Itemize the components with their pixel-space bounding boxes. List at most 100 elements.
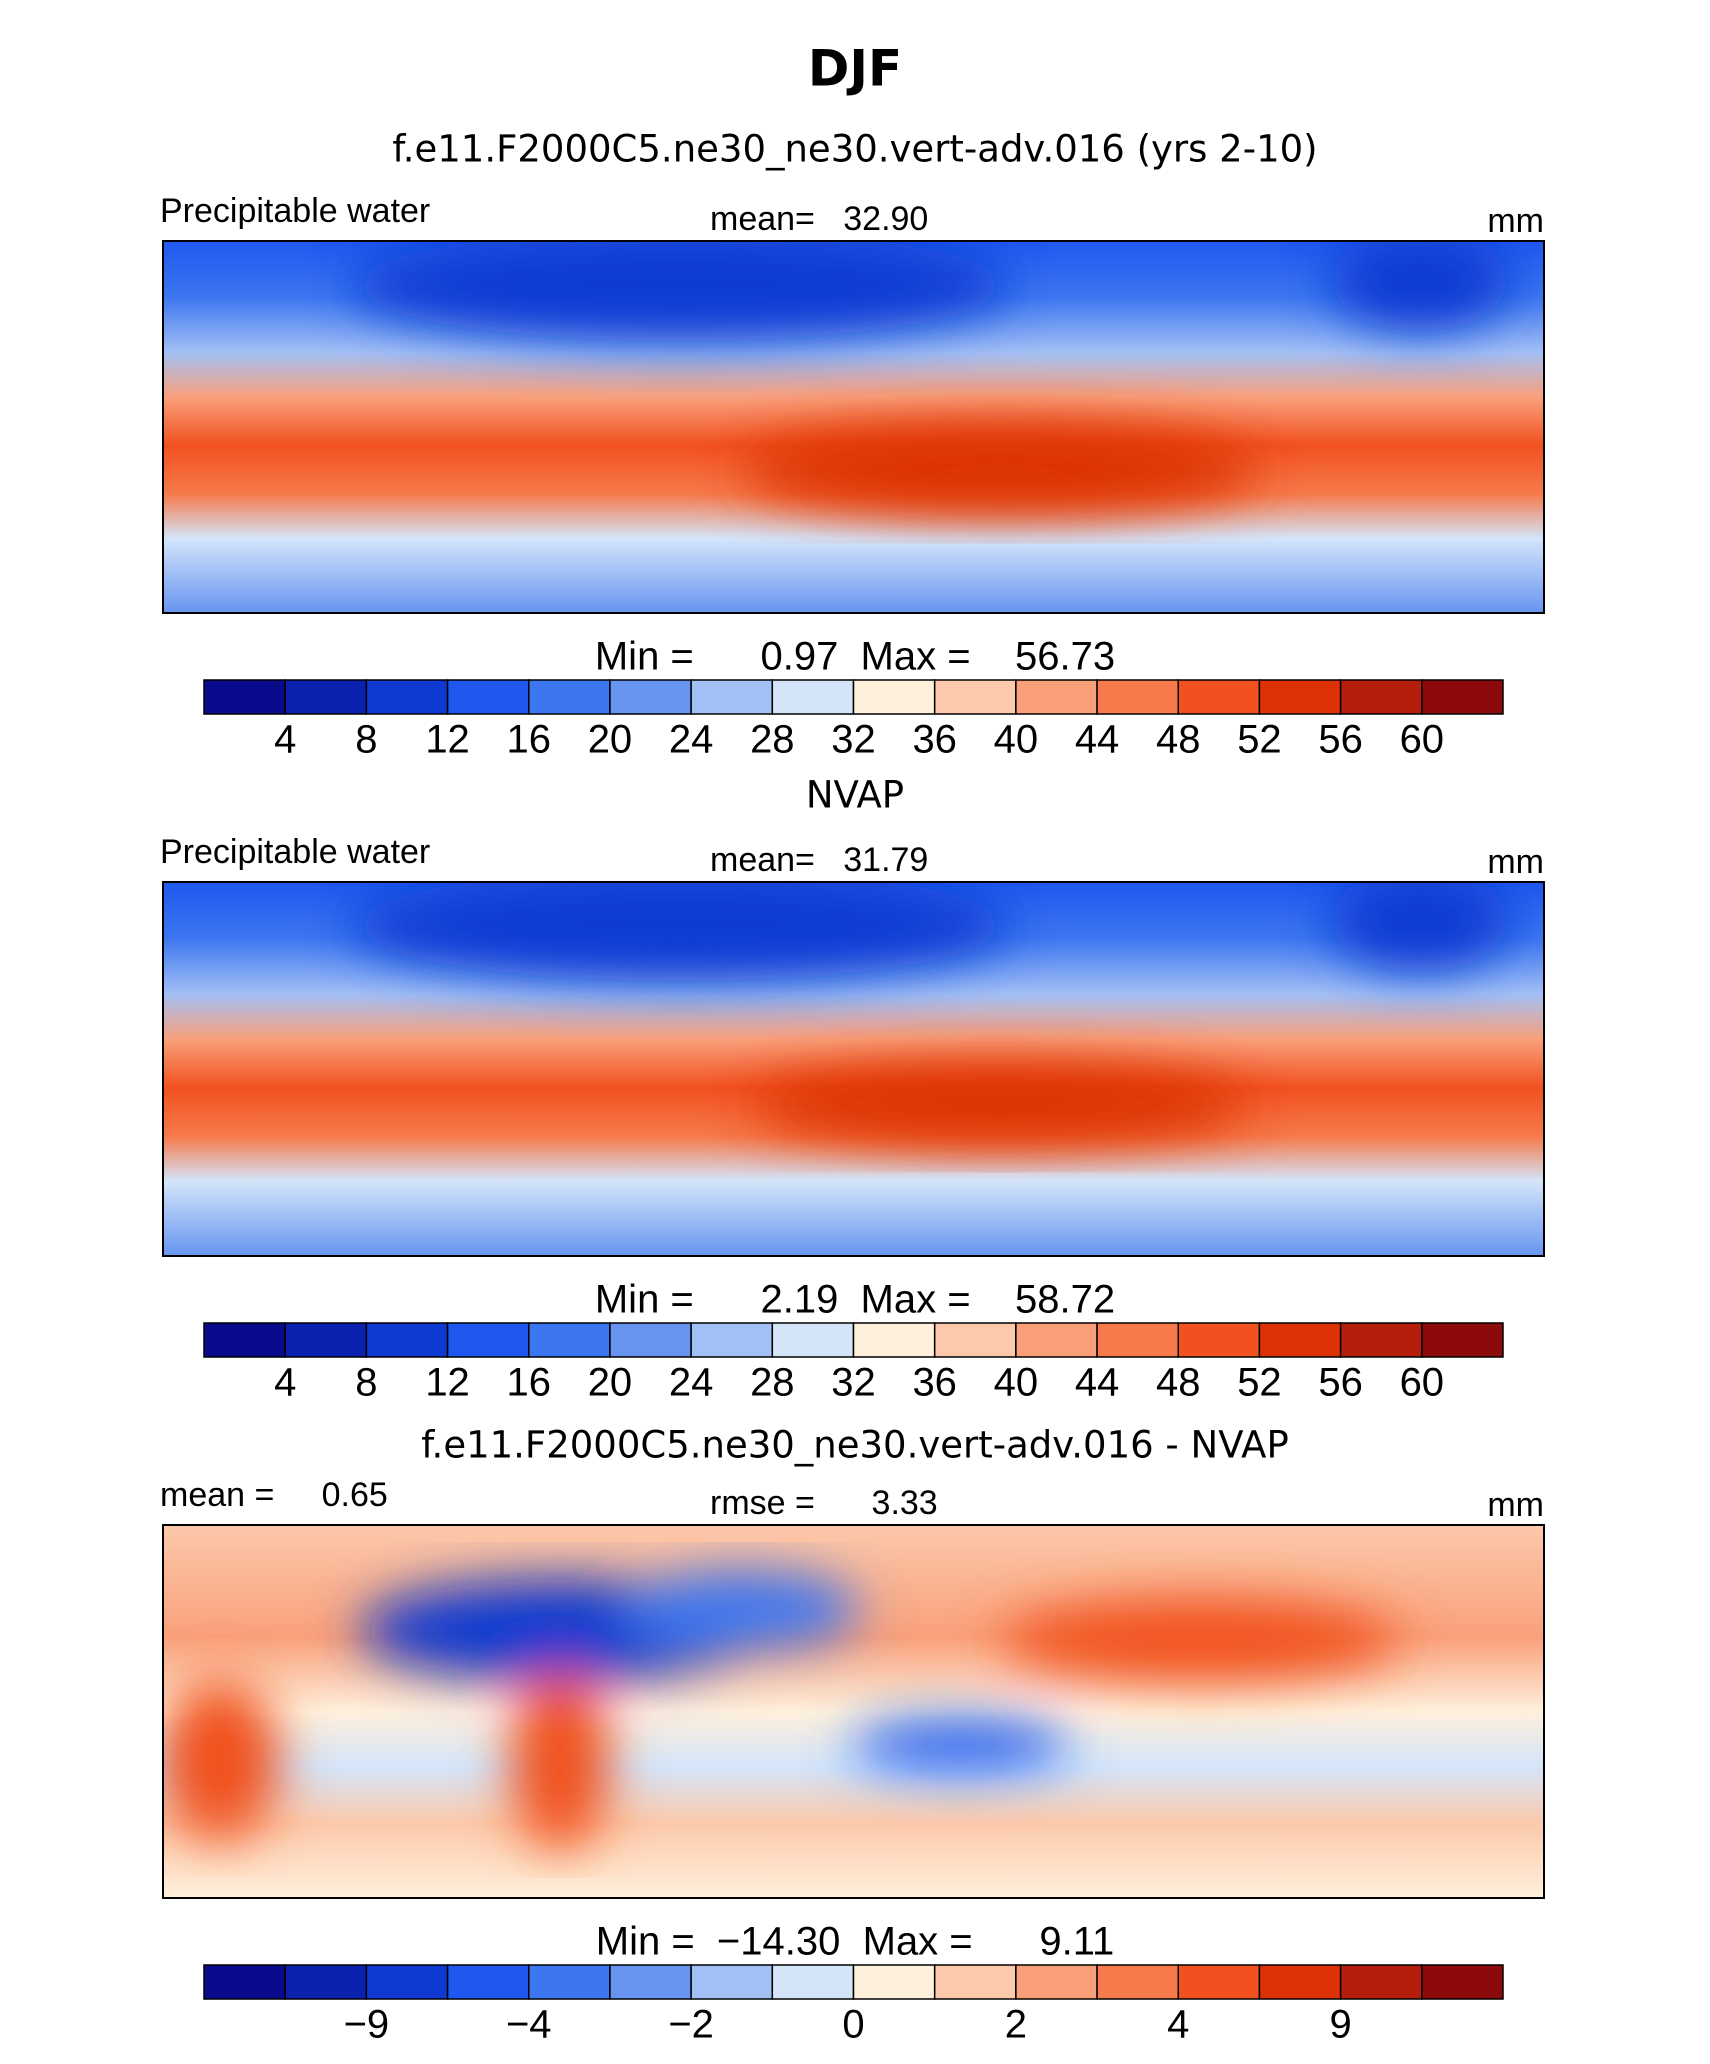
colorbar-tick-label: 12 [425,1361,470,1405]
colorbar-tick-label: 24 [669,1361,714,1405]
colorbar-box [609,679,692,715]
stats: Min = −14.30 Max = 9.11 [596,1920,1114,1964]
colorbar-box [1421,679,1504,715]
colorbar-tick-label: 32 [831,1361,876,1405]
colorbar-box [1015,1322,1098,1358]
colorbar-box [203,679,286,715]
colorbar-box [284,1322,368,1358]
colorbar-tick-label: 36 [912,1361,957,1405]
colorbar-box [852,1964,936,2000]
colorbar-tick-label: 40 [994,718,1039,762]
colorbar-tick-label: 52 [1237,718,1282,762]
colorbar-box [771,679,855,715]
center-label: mean= 32.90 [710,200,928,238]
stats: Min = 0.97 Max = 56.73 [595,635,1115,679]
map-field [163,1525,1544,1898]
panel-title: f.e11.F2000C5.ne30_ne30.vert-adv.016 - N… [421,1424,1289,1467]
colorbar-box [1339,1964,1423,2000]
colorbar-tick-label: 9 [1330,2003,1352,2047]
colorbar-box [446,1964,530,2000]
colorbar-box [1096,1964,1179,2000]
colorbar-tick-label: 2 [1005,2003,1027,2047]
colorbar-tick-label: 20 [588,718,633,762]
colorbar-tick-label: 0 [842,2003,864,2047]
colorbar-box [1177,1964,1261,2000]
map-frame [162,1524,1545,1899]
colorbar-box [1421,1322,1504,1358]
colorbar-box [365,1964,449,2000]
colorbar-box [1096,1322,1179,1358]
colorbar-tick-label: −9 [344,2003,390,2047]
colorbar-box [1421,1964,1504,2000]
colorbar-box [1258,1964,1342,2000]
colorbar-tick-label: 48 [1156,718,1201,762]
colorbar-box [1177,679,1261,715]
colorbar-box [365,679,449,715]
colorbar-box [1096,679,1179,715]
colorbar-tick-label: 36 [912,718,957,762]
map-frame [162,240,1545,614]
left-label: Precipitable water [160,192,430,230]
colorbar-box [771,1964,855,2000]
colorbar-tick-label: 52 [1237,1361,1282,1405]
colorbar-box [528,1964,611,2000]
colorbar-tick-label: −2 [668,2003,714,2047]
colorbar-tick-label: 44 [1075,718,1120,762]
map-frame [162,881,1545,1257]
center-label: mean= 31.79 [710,841,928,879]
colorbar-tick-label: 8 [355,1361,377,1405]
colorbar-box [852,679,936,715]
figure-title: DJF [808,40,902,98]
colorbar-box [933,679,1017,715]
map-field [163,241,1544,613]
colorbar-tick-label: 24 [669,718,714,762]
colorbar-tick-label: 28 [750,718,795,762]
units-label: mm [1487,843,1544,881]
colorbar-box [690,1964,774,2000]
colorbar-box [365,1322,449,1358]
stats: Min = 2.19 Max = 58.72 [595,1278,1115,1322]
colorbar-box [203,1964,286,2000]
colorbar-box [690,679,774,715]
colorbar-box [284,1964,368,2000]
colorbar-box [1258,1322,1342,1358]
colorbar-box [771,1322,855,1358]
colorbar-tick-label: 56 [1318,1361,1363,1405]
colorbar-box [528,679,611,715]
colorbar-tick-label: 60 [1400,1361,1445,1405]
colorbar-box [609,1964,692,2000]
colorbar-box [609,1322,692,1358]
colorbar-tick-label: 40 [994,1361,1039,1405]
colorbar-tick-label: 8 [355,718,377,762]
colorbar-box [690,1322,774,1358]
map-field [163,882,1544,1256]
colorbar-box [446,1322,530,1358]
colorbar-box [1015,1964,1098,2000]
colorbar-tick-label: 28 [750,1361,795,1405]
colorbar-tick-label: −4 [506,2003,552,2047]
colorbar-tick-label: 44 [1075,1361,1120,1405]
colorbar-tick-label: 60 [1400,718,1445,762]
colorbar-box [284,679,368,715]
colorbar-box [446,679,530,715]
colorbar-tick-label: 32 [831,718,876,762]
colorbar-tick-label: 16 [507,1361,552,1405]
colorbar-box [1339,1322,1423,1358]
left-label: Precipitable water [160,833,430,871]
colorbar-tick-label: 4 [274,1361,296,1405]
colorbar-box [933,1964,1017,2000]
colorbar-box [1258,679,1342,715]
colorbar-tick-label: 56 [1318,718,1363,762]
units-label: mm [1487,1486,1544,1524]
colorbar-tick-label: 16 [507,718,552,762]
left-label: mean = 0.65 [160,1476,388,1514]
colorbar-tick-label: 4 [274,718,296,762]
colorbar-tick-label: 12 [425,718,470,762]
colorbar-box [203,1322,286,1358]
colorbar-tick-label: 48 [1156,1361,1201,1405]
units-label: mm [1487,202,1544,240]
panel-title: f.e11.F2000C5.ne30_ne30.vert-adv.016 (yr… [392,128,1317,171]
colorbar-box [1177,1322,1261,1358]
colorbar-box [1339,679,1423,715]
